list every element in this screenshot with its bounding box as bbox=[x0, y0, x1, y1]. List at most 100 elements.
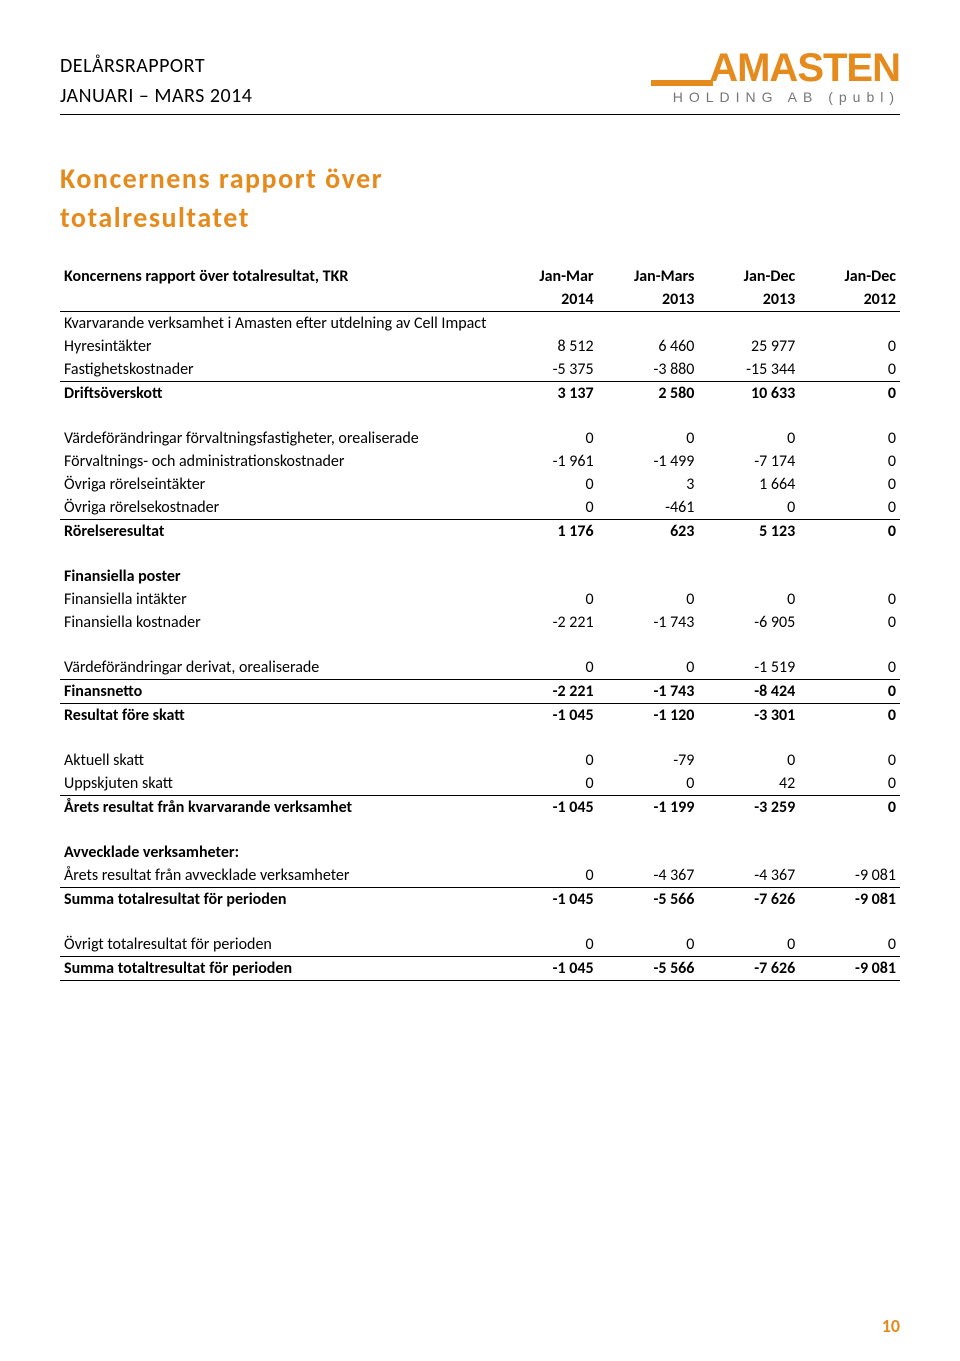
report-period: JANUARI – MARS 2014 bbox=[60, 84, 252, 108]
row-value: -1 045 bbox=[497, 957, 598, 981]
row-value: 25 977 bbox=[698, 335, 799, 358]
table-title: Koncernens rapport över totalresultat, T… bbox=[60, 265, 497, 288]
company-logo: AMASTEN HOLDING AB (publ) bbox=[651, 48, 900, 104]
row-value: -1 743 bbox=[598, 611, 699, 634]
row-label: Förvaltnings- och administrationskostnad… bbox=[60, 450, 497, 473]
row-value: 0 bbox=[698, 749, 799, 772]
row-value: -3 301 bbox=[698, 704, 799, 728]
table-row: Resultat före skatt-1 045-1 120-3 3010 bbox=[60, 704, 900, 728]
spacer-cell bbox=[60, 911, 900, 933]
row-value bbox=[799, 841, 900, 864]
row-value: 0 bbox=[799, 680, 900, 704]
table-row: Avvecklade verksamheter: bbox=[60, 841, 900, 864]
row-value: -9 081 bbox=[799, 957, 900, 981]
table-row: Finansiella intäkter0000 bbox=[60, 588, 900, 611]
row-label: Rörelseresultat bbox=[60, 520, 497, 544]
row-value bbox=[497, 565, 598, 588]
table-row: Hyresintäkter8 5126 46025 9770 bbox=[60, 335, 900, 358]
spacer-cell bbox=[60, 634, 900, 656]
table-row: Värdeförändringar derivat, orealiserade0… bbox=[60, 656, 900, 680]
spacer-cell bbox=[60, 405, 900, 427]
table-row: Summa totalresultat för perioden-1 045-5… bbox=[60, 888, 900, 912]
row-value: 623 bbox=[598, 520, 699, 544]
table-row: Driftsöverskott3 1372 58010 6330 bbox=[60, 382, 900, 406]
row-value: 0 bbox=[799, 704, 900, 728]
table-row: Finansiella kostnader-2 221-1 743-6 9050 bbox=[60, 611, 900, 634]
row-value: 0 bbox=[598, 656, 699, 680]
row-value: 0 bbox=[799, 520, 900, 544]
table-header-top: Koncernens rapport över totalresultat, T… bbox=[60, 265, 900, 288]
table-row: Kvarvarande verksamhet i Amasten efter u… bbox=[60, 312, 900, 336]
row-label: Summa totalresultat för perioden bbox=[60, 888, 497, 912]
row-label: Aktuell skatt bbox=[60, 749, 497, 772]
row-label: Finansiella poster bbox=[60, 565, 497, 588]
row-value: 0 bbox=[799, 382, 900, 406]
row-value: 0 bbox=[799, 796, 900, 820]
row-value: -2 221 bbox=[497, 611, 598, 634]
table-row bbox=[60, 405, 900, 427]
table-row: Övriga rörelseintäkter031 6640 bbox=[60, 473, 900, 496]
row-value: -5 566 bbox=[598, 957, 699, 981]
table-row bbox=[60, 727, 900, 749]
row-label: Övrigt totalresultat för perioden bbox=[60, 933, 497, 957]
row-label: Finansnetto bbox=[60, 680, 497, 704]
section-title-line1: Koncernens rapport över bbox=[60, 161, 383, 196]
row-value: 10 633 bbox=[698, 382, 799, 406]
logo-dash-icon bbox=[651, 80, 713, 86]
table-row: Övriga rörelsekostnader0-46100 bbox=[60, 496, 900, 520]
table-row bbox=[60, 819, 900, 841]
row-value: 0 bbox=[598, 427, 699, 450]
row-value: 3 137 bbox=[497, 382, 598, 406]
row-value: 1 664 bbox=[698, 473, 799, 496]
row-value: 2 580 bbox=[598, 382, 699, 406]
row-value: 0 bbox=[497, 656, 598, 680]
row-value: -1 045 bbox=[497, 704, 598, 728]
row-value: -1 519 bbox=[698, 656, 799, 680]
table-row: Finansnetto-2 221-1 743-8 4240 bbox=[60, 680, 900, 704]
row-value: -7 174 bbox=[698, 450, 799, 473]
row-value: -1 045 bbox=[497, 888, 598, 912]
page: DELÅRSRAPPORT JANUARI – MARS 2014 AMASTE… bbox=[0, 0, 960, 1361]
row-value: -1 743 bbox=[598, 680, 699, 704]
table-row: Rörelseresultat1 1766235 1230 bbox=[60, 520, 900, 544]
row-value: 0 bbox=[799, 611, 900, 634]
row-value: -2 221 bbox=[497, 680, 598, 704]
row-value: -79 bbox=[598, 749, 699, 772]
table-row: Värdeförändringar förvaltningsfastighete… bbox=[60, 427, 900, 450]
table-row: Uppskjuten skatt00420 bbox=[60, 772, 900, 796]
row-label: Övriga rörelsekostnader bbox=[60, 496, 497, 520]
row-value: 0 bbox=[799, 427, 900, 450]
col-year: 2013 bbox=[698, 288, 799, 312]
row-value: 0 bbox=[799, 749, 900, 772]
row-value: 0 bbox=[799, 473, 900, 496]
table-row: Förvaltnings- och administrationskostnad… bbox=[60, 450, 900, 473]
row-label: Hyresintäkter bbox=[60, 335, 497, 358]
row-value: -1 961 bbox=[497, 450, 598, 473]
table-row: Aktuell skatt0-7900 bbox=[60, 749, 900, 772]
row-value bbox=[598, 312, 699, 336]
row-value bbox=[497, 841, 598, 864]
row-value: 6 460 bbox=[598, 335, 699, 358]
row-value: 42 bbox=[698, 772, 799, 796]
row-value: 0 bbox=[698, 588, 799, 611]
row-value: 0 bbox=[598, 588, 699, 611]
row-value: 5 123 bbox=[698, 520, 799, 544]
col-year: 2013 bbox=[598, 288, 699, 312]
row-value: -1 499 bbox=[598, 450, 699, 473]
col-head: Jan-Dec bbox=[799, 265, 900, 288]
row-value bbox=[598, 841, 699, 864]
row-value: 0 bbox=[497, 772, 598, 796]
table-header-bottom: 2014 2013 2013 2012 bbox=[60, 288, 900, 312]
row-label: Summa totaltresultat för perioden bbox=[60, 957, 497, 981]
row-label: Värdeförändringar förvaltningsfastighete… bbox=[60, 427, 497, 450]
section-title: Koncernens rapport över totalresultatet bbox=[60, 159, 900, 237]
col-head: Jan-Dec bbox=[698, 265, 799, 288]
row-value: -1 120 bbox=[598, 704, 699, 728]
section-title-line2: totalresultatet bbox=[60, 200, 250, 235]
row-value: 0 bbox=[799, 933, 900, 957]
row-value: -1 199 bbox=[598, 796, 699, 820]
row-value bbox=[799, 312, 900, 336]
row-label: Avvecklade verksamheter: bbox=[60, 841, 497, 864]
row-value: 0 bbox=[698, 933, 799, 957]
row-value: 3 bbox=[598, 473, 699, 496]
